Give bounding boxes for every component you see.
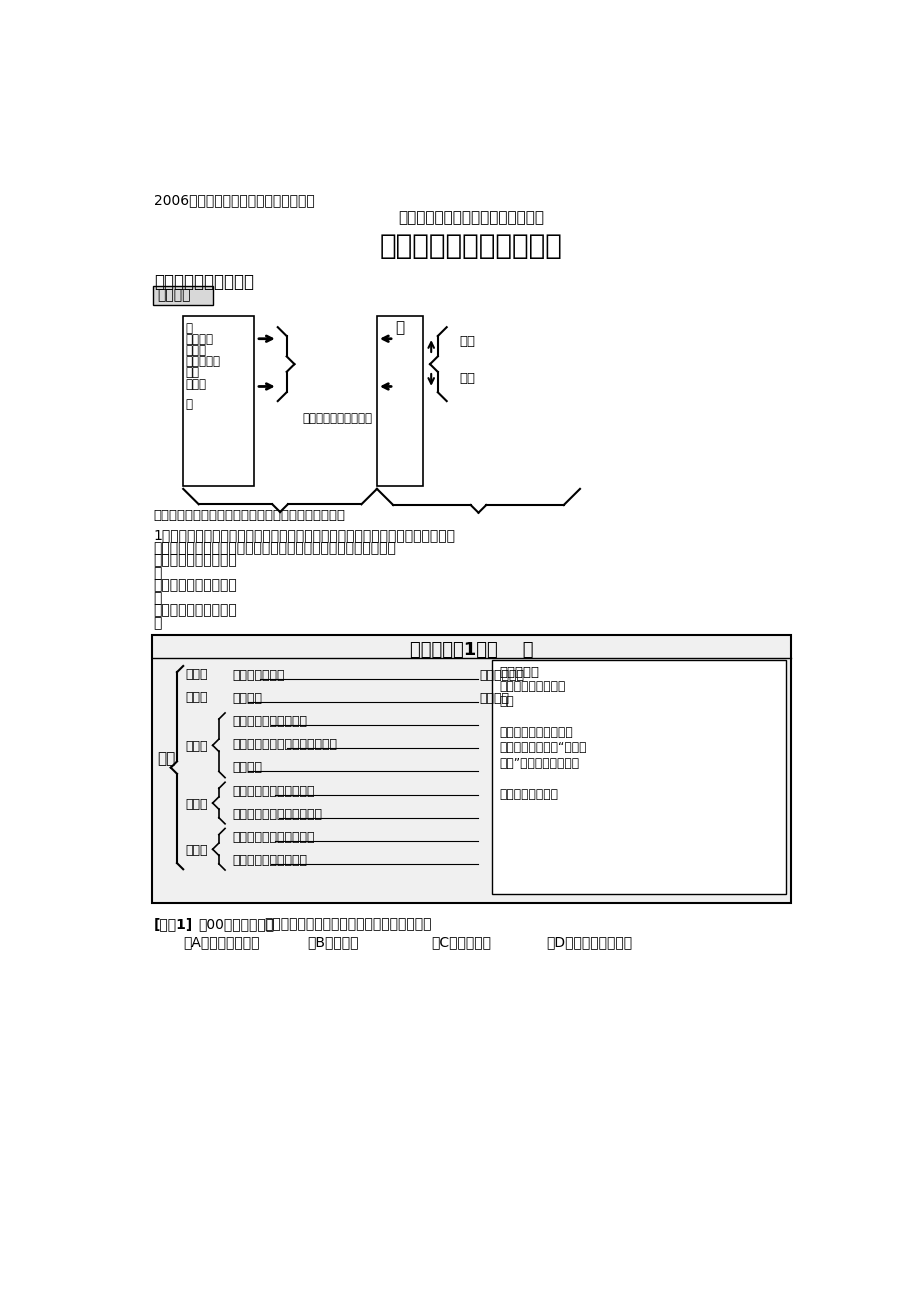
Text: 2006年天河区初三化学中考辅导课材料: 2006年天河区初三化学中考辅导课材料: [153, 193, 314, 207]
FancyBboxPatch shape: [377, 316, 423, 486]
Text: （C）氧原子核: （C）氧原子核: [431, 935, 491, 949]
Text: 分子的体积和质量都很: 分子的体积和质量都很: [233, 715, 308, 728]
Text: 基本知识点1：分    子: 基本知识点1：分 子: [409, 642, 533, 659]
Text: [例题1]: [例题1]: [153, 917, 193, 931]
Text: 元: 元: [186, 322, 192, 335]
Text: 思考”中的问题来复习。: 思考”中的问题来复习。: [499, 756, 579, 769]
FancyBboxPatch shape: [491, 660, 786, 894]
Text: 在物理变化中，分子本身: 在物理变化中，分子本身: [233, 831, 315, 844]
Text: （00广州市中考）: （00广州市中考）: [199, 917, 275, 931]
Text: 复习提示：: 复习提示：: [499, 667, 539, 678]
Text: 质子: 质子: [460, 335, 475, 348]
Text: 特点：: 特点：: [186, 740, 208, 753]
Text: 化弱物: 化弱物: [186, 378, 206, 391]
Text: 这些特点，请结合“探究与: 这些特点，请结合“探究与: [499, 741, 586, 754]
Text: 物质的组成、结构和分类: 物质的组成、结构和分类: [380, 232, 562, 259]
Text: 解。: 解。: [499, 695, 514, 708]
Text: 想想具体的实例。: 想想具体的实例。: [499, 788, 558, 801]
FancyBboxPatch shape: [153, 286, 213, 305]
Text: 1、对于任何物质，宏观上都是由组成的，微观上物质由微观粒子构成，粒子包括: 1、对于任何物质，宏观上都是由组成的，微观上物质由微观粒子构成，粒子包括: [153, 529, 455, 542]
Text: 知识要点: 知识要点: [156, 289, 190, 302]
Text: 专题一：基本概念和基本理论（一）: 专题一：基本概念和基本理论（一）: [398, 210, 544, 225]
Text: 。: 。: [153, 616, 162, 630]
Text: 由离子构成的物质有：: 由离子构成的物质有：: [153, 603, 237, 617]
FancyBboxPatch shape: [152, 635, 790, 904]
Text: ；: ；: [153, 566, 162, 581]
Text: 性质：: 性质：: [186, 798, 208, 811]
Text: 分子: 分子: [157, 751, 176, 766]
Text: 变化：: 变化：: [186, 844, 208, 857]
Text: （A）二氧化碳分子: （A）二氧化碳分子: [183, 935, 259, 949]
Text: （B）碳原子: （B）碳原子: [307, 935, 358, 949]
Text: 、等。试着归纳一下初中化学你学过的物质分别由什么粒子构成？: 、等。试着归纳一下初中化学你学过的物质分别由什么粒子构成？: [153, 542, 396, 555]
Text: 在化学变化中，分子会: 在化学变化中，分子会: [233, 854, 308, 867]
Text: 原子核: 原子核: [186, 344, 206, 357]
Text: 中子: 中子: [460, 372, 475, 385]
Text: 下列微粒中，能保持二氧化碳的化学性质的是: 下列微粒中，能保持二氧化碳的化学性质的是: [264, 917, 431, 931]
Text: 的最小粒子。: 的最小粒子。: [479, 669, 524, 682]
Text: 分子不是静止的，始终在不停地: 分子不是静止的，始终在不停地: [233, 738, 337, 751]
FancyBboxPatch shape: [183, 316, 255, 486]
Text: 构成：: 构成：: [186, 690, 208, 703]
Text: 一、物质的组成和结构: 一、物质的组成和结构: [153, 273, 254, 292]
Text: ；: ；: [153, 591, 162, 605]
Text: 由原子构成的物质有：: 由原子构成的物质有：: [153, 578, 237, 592]
Text: 素: 素: [186, 398, 192, 411]
Text: 概念：: 概念：: [186, 668, 208, 681]
Text: 构成的。: 构成的。: [479, 693, 509, 706]
Text: 单质分子: 单质分子: [186, 332, 213, 345]
Text: 同种物质的分子化学性质: 同种物质的分子化学性质: [233, 785, 315, 798]
Text: 电子: 电子: [186, 366, 199, 379]
Text: 分子是保持物质: 分子是保持物质: [233, 669, 285, 682]
Text: 请结合具体实例来理: 请结合具体实例来理: [499, 680, 565, 693]
Text: 分子间有: 分子间有: [233, 762, 263, 775]
Text: （D）碳原子和氧原子: （D）碳原子和氧原子: [545, 935, 631, 949]
Text: 从物质组成的宏观角度分析从物质结构的微观角度分析: 从物质组成的宏观角度分析从物质结构的微观角度分析: [153, 509, 346, 522]
Text: 纯净物原子: 纯净物原子: [186, 355, 221, 368]
Text: 由分子构成的物质有：: 由分子构成的物质有：: [153, 553, 237, 568]
Text: 混合物离子（原子团）: 混合物离子（原子团）: [302, 411, 372, 424]
Text: 着重要联系实际来认识: 着重要联系实际来认识: [499, 727, 573, 740]
Text: 不同种物质的分子化学性质: 不同种物质的分子化学性质: [233, 807, 323, 820]
Text: 物: 物: [395, 320, 404, 335]
Text: 分子是由: 分子是由: [233, 693, 263, 706]
